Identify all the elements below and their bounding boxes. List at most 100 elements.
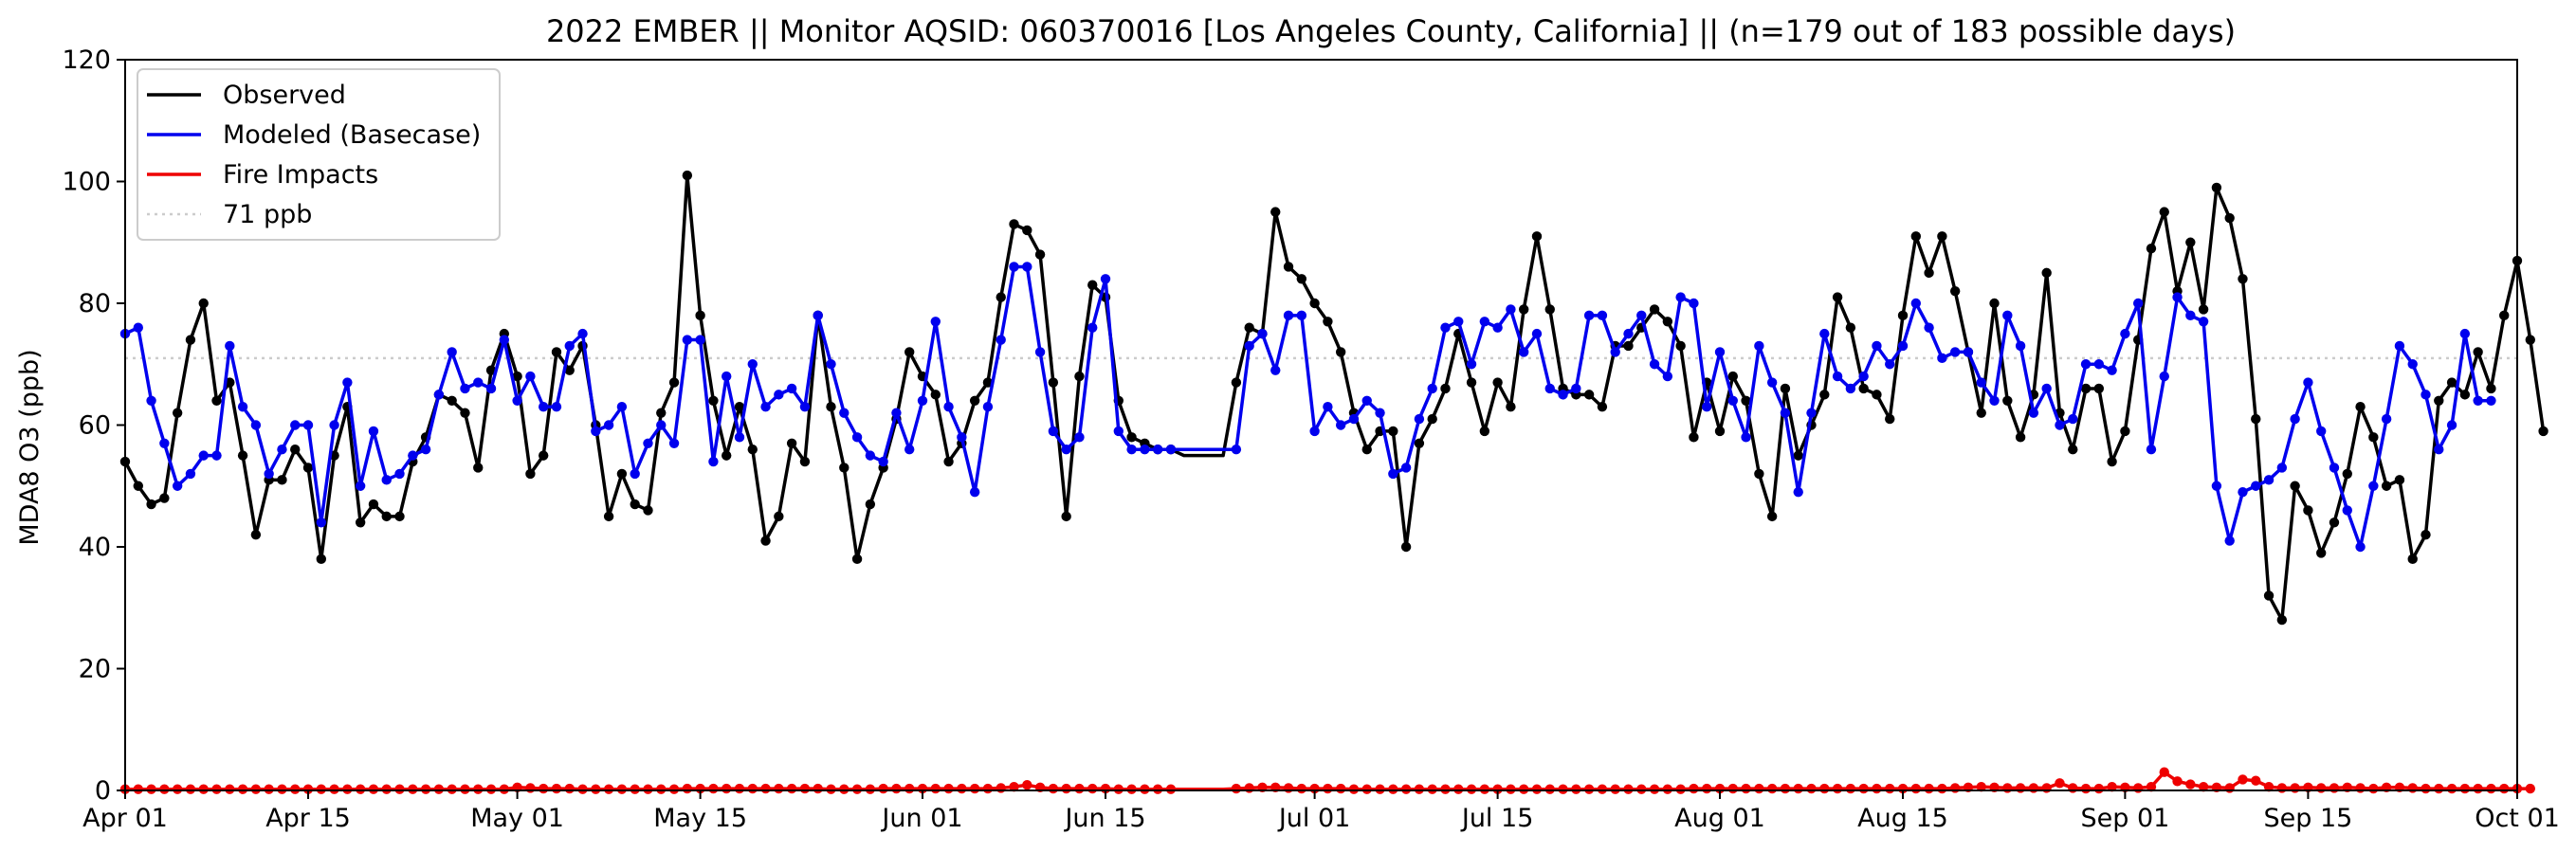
data-point-fire-impacts [394,784,405,794]
data-point-modeled-basecase [225,340,235,352]
data-point-fire-impacts [2015,783,2026,793]
data-point-observed [1506,402,1516,412]
data-point-observed [1583,390,1595,400]
x-tick-label: Sep 15 [2263,804,2352,833]
data-point-fire-impacts [2434,783,2444,794]
data-point-fire-impacts [2172,776,2183,787]
data-point-fire-impacts [2473,783,2483,794]
data-point-modeled-basecase [329,420,339,430]
data-point-observed [1335,347,1346,357]
data-point-modeled-basecase [2303,377,2313,388]
data-point-fire-impacts [1296,783,1307,794]
data-point-modeled-basecase [1165,445,1177,455]
data-point-observed [316,554,326,565]
data-point-modeled-basecase [760,402,771,412]
data-point-fire-impacts [1806,783,1817,794]
data-point-modeled-basecase [1283,310,1294,321]
legend-label-modeled-basecase: Modeled (Basecase) [223,120,481,150]
data-point-fire-impacts [408,784,418,794]
data-point-modeled-basecase [1872,340,1882,352]
data-point-observed [1714,426,1726,437]
data-point-fire-impacts [1126,784,1137,794]
data-point-modeled-basecase [747,359,758,370]
data-point-modeled-basecase [198,450,209,461]
data-point-fire-impacts [2329,783,2340,793]
data-point-fire-impacts [211,784,222,794]
data-point-observed [1597,402,1608,412]
data-point-modeled-basecase [577,328,588,339]
data-point-modeled-basecase [656,420,667,430]
data-point-modeled-basecase [786,383,797,394]
data-point-observed [1519,304,1529,315]
data-point-fire-impacts [2002,783,2013,793]
data-point-modeled-basecase [2486,395,2496,406]
data-point-modeled-basecase [512,395,522,406]
data-point-fire-impacts [159,784,170,794]
data-point-fire-impacts [1597,784,1608,794]
data-point-observed [473,463,484,473]
data-point-modeled-basecase [1400,463,1412,473]
data-point-fire-impacts [1741,783,1751,794]
data-point-fire-impacts [342,784,353,794]
data-point-fire-impacts [2198,781,2209,792]
data-point-modeled-basecase [969,486,980,498]
data-point-observed [290,445,301,455]
data-point-fire-impacts [643,784,653,794]
data-point-modeled-basecase [813,310,823,321]
data-point-observed [2355,402,2366,412]
data-point-observed [1323,317,1333,327]
data-point-observed [1872,390,1882,400]
data-point-observed [1766,511,1778,522]
data-point-fire-impacts [656,784,667,794]
data-point-observed [668,377,680,388]
data-point-modeled-basecase [1126,445,1137,455]
data-point-fire-impacts [1937,783,1947,794]
data-point-observed [2068,445,2078,455]
data-point-observed [538,450,549,461]
data-point-observed [1689,432,1699,443]
data-point-modeled-basecase [2421,390,2431,400]
data-point-fire-impacts [1087,783,1098,794]
data-point-modeled-basecase [1885,359,1895,370]
data-point-observed [1949,285,1961,297]
data-point-fire-impacts [538,783,549,794]
data-point-modeled-basecase [1492,322,1503,333]
data-point-observed [1400,541,1412,553]
data-point-observed [1793,450,1803,461]
data-point-observed [2486,383,2496,394]
data-point-fire-impacts [2068,783,2078,793]
data-point-observed [525,468,536,480]
legend-box [137,68,501,241]
data-point-fire-impacts [2368,783,2379,794]
data-point-modeled-basecase [1636,310,1647,321]
data-point-modeled-basecase [2002,310,2013,321]
data-point-modeled-basecase [1335,420,1346,430]
data-point-fire-impacts [1832,783,1843,794]
data-point-observed [2211,182,2222,193]
data-point-fire-impacts [982,783,994,794]
data-point-fire-impacts [786,783,797,794]
data-point-modeled-basecase [1924,322,1934,333]
data-point-fire-impacts [1400,784,1412,794]
data-point-fire-impacts [760,783,771,794]
data-point-modeled-basecase [1427,383,1437,394]
data-point-fire-impacts [2159,767,2169,777]
x-axis: Apr 01 Apr 15 May 01 May 15 Jun 01 Jun 15 Jul … [82,790,2560,833]
data-point-modeled-basecase [682,335,693,345]
data-point-modeled-basecase [891,408,902,418]
data-point-observed [2499,310,2510,321]
data-point-modeled-basecase [1414,413,1425,425]
data-point-modeled-basecase [1296,310,1307,321]
data-point-observed [447,395,457,406]
data-point-modeled-basecase [630,468,640,480]
data-point-modeled-basecase [2224,535,2235,546]
data-point-observed [159,493,170,503]
data-point-fire-impacts [1819,783,1830,794]
data-point-modeled-basecase [1257,328,1268,339]
data-point-observed [1754,468,1764,480]
data-point-modeled-basecase [290,420,301,430]
data-point-modeled-basecase [1754,340,1764,352]
data-point-fire-impacts [1361,784,1372,794]
data-point-fire-impacts [1388,784,1398,794]
data-point-modeled-basecase [1544,383,1555,394]
